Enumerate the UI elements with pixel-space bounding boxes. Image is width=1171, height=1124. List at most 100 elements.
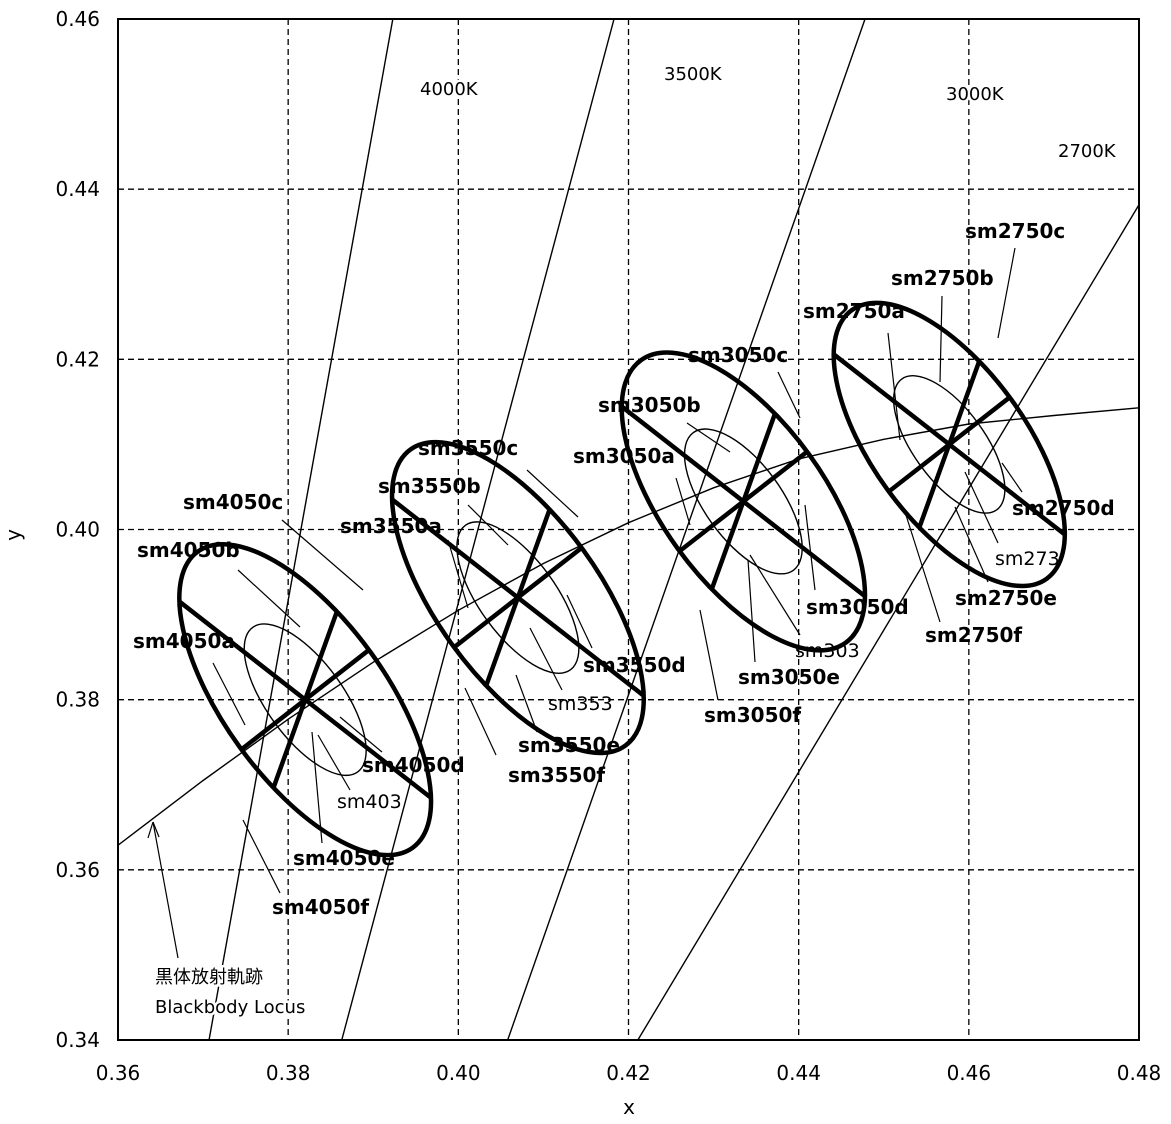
leader-line — [699, 609, 719, 701]
leader-line — [939, 295, 943, 383]
ellipse-group — [619, 350, 868, 653]
x-axis-label: x — [623, 1095, 635, 1119]
sub-region-label: sm3050d — [806, 595, 909, 619]
sub-region-label: sm4050c — [183, 490, 283, 514]
x-tick-label: 0.48 — [1117, 1061, 1162, 1085]
leader-line — [317, 734, 351, 791]
y-axis-label: y — [1, 529, 25, 541]
sub-region-label: sm3550e — [518, 733, 620, 757]
x-tick-label: 0.46 — [947, 1061, 992, 1085]
isotherm-line — [341, 19, 615, 1040]
sub-region-label: sm3050c — [688, 343, 788, 367]
sub-region-label: sm3550d — [583, 653, 686, 677]
isotherm-line — [637, 203, 1139, 1040]
isotherm-line — [208, 19, 394, 1040]
leader-line — [675, 477, 691, 526]
leader-line — [566, 594, 593, 649]
sub-region-label: sm3050f — [704, 703, 801, 727]
x-tick-label: 0.38 — [266, 1061, 311, 1085]
outer-ellipse — [619, 350, 868, 653]
leader-line — [311, 731, 323, 844]
sub-region-label: sm3550c — [418, 436, 518, 460]
leader-line — [242, 819, 281, 894]
leader-line — [529, 627, 563, 691]
blackbody-locus-line — [118, 407, 1139, 846]
tick-labels: 0.36 0.38 0.40 0.42 0.44 0.46 0.48 0.34 0.36 0.38… — [55, 7, 1161, 1085]
leader-line — [964, 471, 999, 544]
leader-line — [804, 504, 816, 591]
locus-label-jp: 黒体放射軌跡 — [155, 967, 263, 988]
leader-line — [887, 332, 901, 441]
inner-ellipse-label: sm303 — [795, 640, 860, 662]
sub-region-label: sm4050b — [137, 538, 240, 562]
leader-line — [904, 511, 941, 623]
inner-ellipse-label: sm273 — [995, 548, 1060, 570]
sub-region-label: sm3550f — [508, 763, 605, 787]
sub-region-label: sm3050b — [598, 393, 701, 417]
leader-line — [749, 554, 801, 636]
isotherm-label: 4000K — [420, 79, 479, 100]
sub-region-label: sm3050a — [573, 444, 675, 468]
leader-line — [997, 247, 1016, 339]
y-tick-label: 0.36 — [55, 858, 100, 882]
outer-ellipse — [177, 541, 434, 858]
isotherm-label: 2700K — [1058, 141, 1117, 162]
leader-line — [447, 539, 469, 609]
annotation-labels: sm4050a sm4050b sm4050c sm4050d sm4050e sm405… — [133, 62, 1119, 1021]
leader-line — [467, 504, 509, 546]
divider-line — [620, 404, 867, 599]
leader-line — [237, 569, 301, 628]
sub-region-label: sm2750f — [925, 623, 1022, 647]
locus-label-en: Blackbody Locus — [155, 997, 305, 1018]
ellipse-group — [831, 300, 1068, 589]
leader-line — [747, 559, 756, 663]
leader-line — [777, 371, 801, 419]
sub-region-label: sm3550b — [378, 474, 481, 498]
plot-frame — [117, 18, 1140, 1041]
ellipse-groups — [177, 300, 1068, 858]
leader-line — [339, 716, 383, 753]
sub-region-label: sm3050e — [738, 665, 840, 689]
y-tick-label: 0.40 — [55, 518, 100, 542]
isotherm-line — [507, 19, 866, 1040]
x-tick-label: 0.36 — [96, 1061, 141, 1085]
x-tick-label: 0.40 — [436, 1061, 481, 1085]
sub-region-label: sm2750b — [891, 266, 994, 290]
leader-line — [1001, 462, 1023, 493]
sub-region-label: sm4050f — [272, 895, 369, 919]
leader-line — [954, 506, 989, 583]
sub-region-label: sm3550a — [340, 514, 442, 538]
sub-region-label: sm4050e — [293, 846, 395, 870]
sub-region-label: sm2750c — [965, 219, 1065, 243]
leader-line — [281, 519, 364, 591]
sub-region-label: sm4050d — [362, 753, 465, 777]
inner-ellipse-label: sm353 — [548, 693, 613, 715]
divider-line — [178, 599, 433, 800]
leader-line — [464, 687, 497, 756]
ellipse-group — [177, 541, 434, 858]
x-tick-label: 0.42 — [606, 1061, 651, 1085]
divider-line — [390, 497, 646, 698]
sub-region-label: sm2750e — [955, 586, 1057, 610]
y-tick-label: 0.34 — [55, 1028, 100, 1052]
ellipse-group — [389, 439, 646, 756]
sub-region-label: sm2750a — [803, 299, 905, 323]
divider-line — [832, 352, 1067, 537]
grid-lines — [118, 19, 1139, 1040]
y-tick-label: 0.44 — [55, 177, 100, 201]
locus-arrow-line — [152, 821, 179, 959]
leader-line — [212, 662, 246, 726]
x-tick-label: 0.44 — [776, 1061, 821, 1085]
isotherm-label: 3000K — [946, 84, 1005, 105]
curves — [118, 19, 1139, 1040]
inner-ellipse-label: sm403 — [337, 791, 402, 813]
y-tick-label: 0.38 — [55, 688, 100, 712]
y-tick-label: 0.46 — [55, 7, 100, 31]
locus-arrow-head — [147, 821, 160, 839]
leader-line — [515, 674, 538, 733]
sub-region-label: sm2750d — [1012, 496, 1115, 520]
sub-region-label: sm4050a — [133, 629, 235, 653]
leader-line — [686, 422, 731, 453]
outer-ellipse — [831, 300, 1068, 589]
